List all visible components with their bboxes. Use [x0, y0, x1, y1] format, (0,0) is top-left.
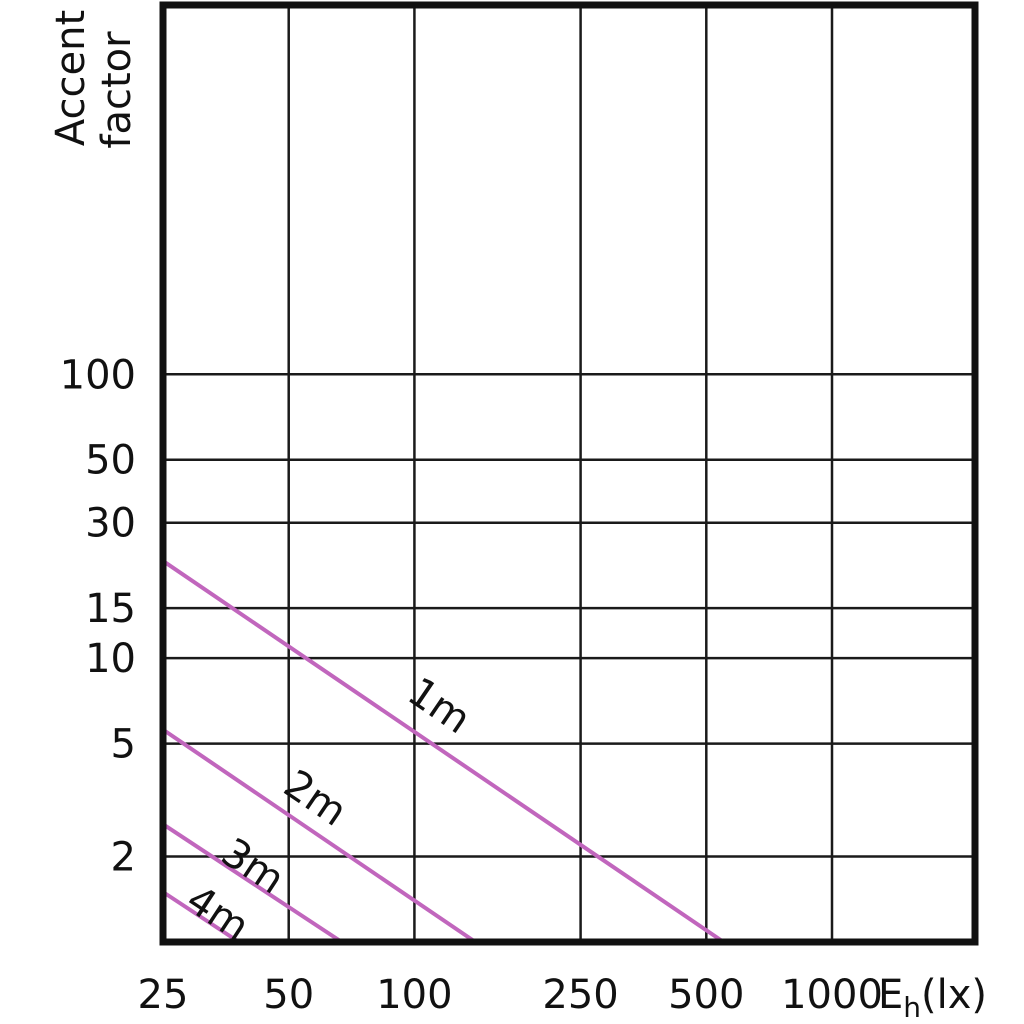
series-line-3m — [161, 822, 343, 944]
y-axis-title-line-1: Accent — [48, 10, 94, 146]
series-line-4m — [161, 890, 241, 944]
x-tick-label-50: 50 — [263, 972, 314, 1018]
y-tick-label-100: 100 — [60, 352, 136, 398]
y-tick-label-50: 50 — [85, 438, 136, 484]
y-tick-label-10: 10 — [85, 636, 136, 682]
x-tick-labels: 25 50 100 250 500 1000 — [138, 972, 883, 1018]
series-lines — [161, 559, 725, 944]
y-axis-title-line-2: factor — [94, 31, 140, 149]
x-axis-title: Eh(lx) — [878, 972, 987, 1024]
x-tick-label-25: 25 — [138, 972, 189, 1018]
x-tick-label-250: 250 — [542, 972, 618, 1018]
y-tick-label-30: 30 — [85, 501, 136, 547]
y-tick-label-5: 5 — [111, 722, 136, 768]
x-tick-label-100: 100 — [376, 972, 452, 1018]
plot-frame — [159, 1, 979, 946]
x-axis-title-unit: (lx) — [921, 972, 987, 1018]
y-tick-label-15: 15 — [85, 586, 136, 632]
x-axis-title-symbol: E — [878, 972, 903, 1018]
series-line-2m — [161, 727, 477, 944]
y-tick-label-2: 2 — [111, 835, 136, 881]
x-tick-label-500: 500 — [668, 972, 744, 1018]
series-line-1m — [161, 559, 725, 944]
grid — [163, 5, 975, 942]
x-axis-title-subscript: h — [903, 991, 921, 1024]
x-tick-label-1000: 1000 — [781, 972, 883, 1018]
